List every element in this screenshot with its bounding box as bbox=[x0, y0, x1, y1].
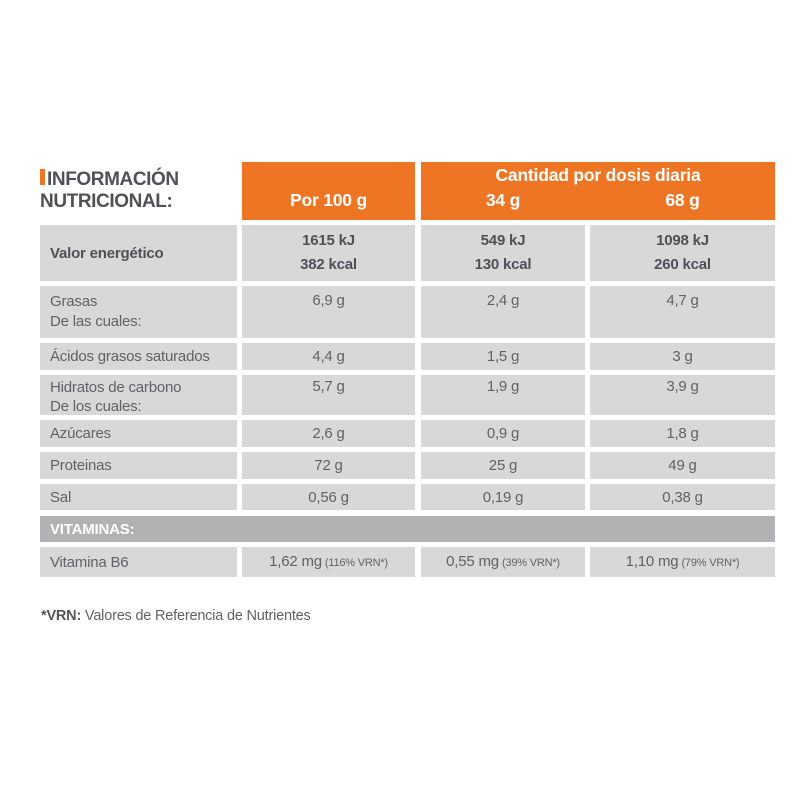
sugars-label: Azúcares bbox=[40, 420, 237, 447]
energy-100g-kj: 1615 kJ bbox=[302, 232, 355, 249]
table-row-fats: Grasas De las cuales: 6,9 g 2,4 g 4,7 g bbox=[40, 286, 775, 338]
table-title-text1: INFORMACIÓN bbox=[47, 169, 179, 190]
energy-100g-kcal: 382 kcal bbox=[300, 256, 357, 273]
salt-value-100g: 0,56 g bbox=[242, 484, 415, 510]
vitamin-b6-value-100g: 1,62 mg (116% VRN*) bbox=[242, 547, 415, 577]
carbohydrates-value-34g: 1,9 g bbox=[421, 375, 585, 415]
vitamin-b6-100g-amount: 1,62 mg bbox=[269, 553, 322, 570]
carbohydrates-label-sub: De los cuales: bbox=[50, 398, 142, 415]
table-header-row: INFORMACIÓN NUTRICIONAL: Por 100 g Canti… bbox=[40, 162, 775, 220]
carbohydrates-value-68g: 3,9 g bbox=[590, 375, 775, 415]
table-title-line1: INFORMACIÓN bbox=[40, 169, 237, 191]
saturated-fats-value-34g: 1,5 g bbox=[421, 343, 585, 370]
vitamin-b6-value-34g: 0,55 mg (39% VRN*) bbox=[421, 547, 585, 577]
fats-label-main: Grasas bbox=[50, 293, 98, 310]
daily-dose-title: Cantidad por dosis diaria bbox=[495, 165, 701, 185]
table-title: INFORMACIÓN NUTRICIONAL: bbox=[40, 162, 237, 220]
salt-value-68g: 0,38 g bbox=[590, 484, 775, 510]
orange-accent-bar bbox=[40, 169, 45, 185]
energy-value-100g: 1615 kJ 382 kcal bbox=[242, 225, 415, 281]
fats-value-100g: 6,9 g bbox=[242, 286, 415, 338]
dose-34g-label: 34 g bbox=[485, 190, 521, 210]
energy-label: Valor energético bbox=[40, 225, 237, 281]
table-row-energy: Valor energético 1615 kJ 382 kcal 549 kJ… bbox=[40, 225, 775, 281]
saturated-fats-label: Ácidos grasos saturados bbox=[40, 343, 237, 370]
column-header-daily-dose: Cantidad por dosis diaria 34 g 68 g bbox=[421, 162, 775, 220]
vrn-footnote-term: *VRN: bbox=[41, 608, 82, 624]
vitamin-b6-value-68g: 1,10 mg (79% VRN*) bbox=[590, 547, 775, 577]
proteins-value-68g: 49 g bbox=[590, 452, 775, 479]
energy-34g-kcal: 130 kcal bbox=[474, 256, 532, 273]
per-100g-label: Por 100 g bbox=[290, 190, 367, 210]
vitamin-b6-34g-vrn: (39% VRN*) bbox=[501, 557, 560, 569]
carbohydrates-label-main: Hidratos de carbono bbox=[50, 379, 182, 396]
table-row-proteins: Proteinas 72 g 25 g 49 g bbox=[40, 452, 775, 479]
table-row-sugars: Azúcares 2,6 g 0,9 g 1,8 g bbox=[40, 420, 775, 447]
energy-value-34g: 549 kJ 130 kcal bbox=[421, 225, 585, 281]
dose-68g-label: 68 g bbox=[665, 190, 700, 210]
vitamin-b6-68g-amount: 1,10 mg bbox=[625, 553, 679, 570]
sugars-value-68g: 1,8 g bbox=[590, 420, 775, 447]
table-row-carbohydrates: Hidratos de carbono De los cuales: 5,7 g… bbox=[40, 375, 775, 415]
table-row-vitamin-b6: Vitamina B6 1,62 mg (116% VRN*) 0,55 mg … bbox=[40, 547, 775, 577]
vitamin-b6-34g-amount: 0,55 mg bbox=[446, 553, 499, 570]
proteins-value-100g: 72 g bbox=[242, 452, 415, 479]
table-row-salt: Sal 0,56 g 0,19 g 0,38 g bbox=[40, 484, 775, 510]
fats-value-68g: 4,7 g bbox=[590, 286, 775, 338]
vitamin-b6-100g-vrn: (116% VRN*) bbox=[324, 557, 388, 569]
fats-label-sub: De las cuales: bbox=[50, 313, 142, 330]
sugars-value-100g: 2,6 g bbox=[242, 420, 415, 447]
vrn-footnote-text: Valores de Referencia de Nutrientes bbox=[81, 608, 311, 624]
saturated-fats-value-100g: 4,4 g bbox=[242, 343, 415, 370]
table-title-text2: NUTRICIONAL: bbox=[40, 191, 173, 212]
vitamin-b6-label: Vitamina B6 bbox=[40, 547, 237, 577]
energy-34g-kj: 549 kJ bbox=[480, 232, 526, 249]
energy-68g-kcal: 260 kcal bbox=[654, 256, 711, 273]
carbohydrates-value-100g: 5,7 g bbox=[242, 375, 415, 415]
table-row-saturated-fats: Ácidos grasos saturados 4,4 g 1,5 g 3 g bbox=[40, 343, 775, 370]
vitamins-section-header: VITAMINAS: bbox=[40, 516, 775, 542]
proteins-label: Proteinas bbox=[40, 452, 237, 479]
energy-68g-kj: 1098 kJ bbox=[656, 232, 709, 249]
carbohydrates-label: Hidratos de carbono De los cuales: bbox=[40, 375, 237, 415]
saturated-fats-value-68g: 3 g bbox=[590, 343, 775, 370]
fats-value-34g: 2,4 g bbox=[421, 286, 585, 338]
daily-dose-subcolumns: 34 g 68 g bbox=[421, 190, 775, 211]
vitamin-b6-68g-vrn: (79% VRN*) bbox=[681, 557, 740, 569]
salt-label: Sal bbox=[40, 484, 237, 510]
nutrition-table: INFORMACIÓN NUTRICIONAL: Por 100 g Canti… bbox=[40, 162, 775, 577]
salt-value-34g: 0,19 g bbox=[421, 484, 585, 510]
column-header-per-100g: Por 100 g bbox=[242, 162, 415, 220]
fats-label: Grasas De las cuales: bbox=[40, 286, 237, 338]
vrn-footnote: *VRN: Valores de Referencia de Nutriente… bbox=[41, 608, 311, 624]
vitamins-section-header-row: VITAMINAS: bbox=[40, 516, 775, 542]
energy-value-68g: 1098 kJ 260 kcal bbox=[590, 225, 775, 281]
proteins-value-34g: 25 g bbox=[421, 452, 585, 479]
sugars-value-34g: 0,9 g bbox=[421, 420, 585, 447]
